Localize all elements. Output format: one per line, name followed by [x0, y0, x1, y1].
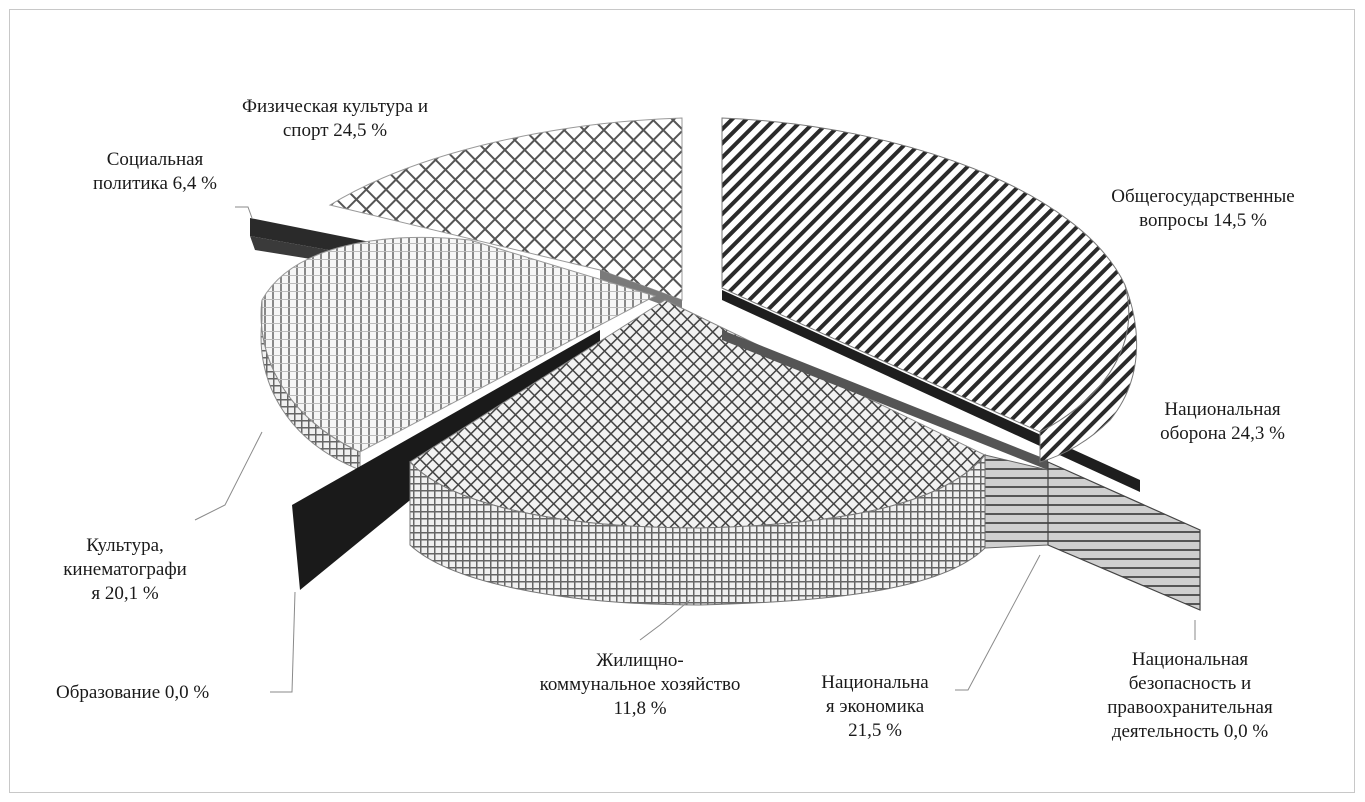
label-education: Образование 0,0 %: [56, 682, 210, 703]
slice-physical-culture-top: [328, 117, 683, 301]
slice-physical-culture-edge: [600, 270, 682, 312]
label-social-policy: Социальная политика 6,4 %: [93, 149, 217, 194]
leader-culture: [194, 431, 263, 521]
label-general: Общегосударственные вопросы 14,5 %: [1111, 186, 1295, 231]
slice-security: [1047, 461, 1201, 611]
label-physical-culture: Физическая культура и спорт 24,5 %: [241, 96, 429, 141]
leader-social-policy: [235, 206, 253, 219]
slice-economy-side: [984, 454, 1049, 549]
label-defense: Национальная оборона 24,3 %: [1160, 399, 1285, 444]
slice-defense: [722, 290, 1140, 492]
slice-economy-top: [722, 330, 1048, 470]
leader-education: [270, 591, 296, 693]
label-security: Национальная безопасность и правоохранит…: [1107, 649, 1273, 742]
slice-general-side: [1039, 284, 1138, 463]
label-housing: Жилищно- коммунальное хозяйство 11,8 %: [539, 650, 741, 719]
label-culture: Культура, кинематографи я 20,1 %: [63, 535, 187, 604]
leader-economy: [955, 554, 1041, 691]
label-economy: Национальна я экономика 21,5 %: [821, 672, 929, 741]
leader-housing: [639, 599, 691, 641]
